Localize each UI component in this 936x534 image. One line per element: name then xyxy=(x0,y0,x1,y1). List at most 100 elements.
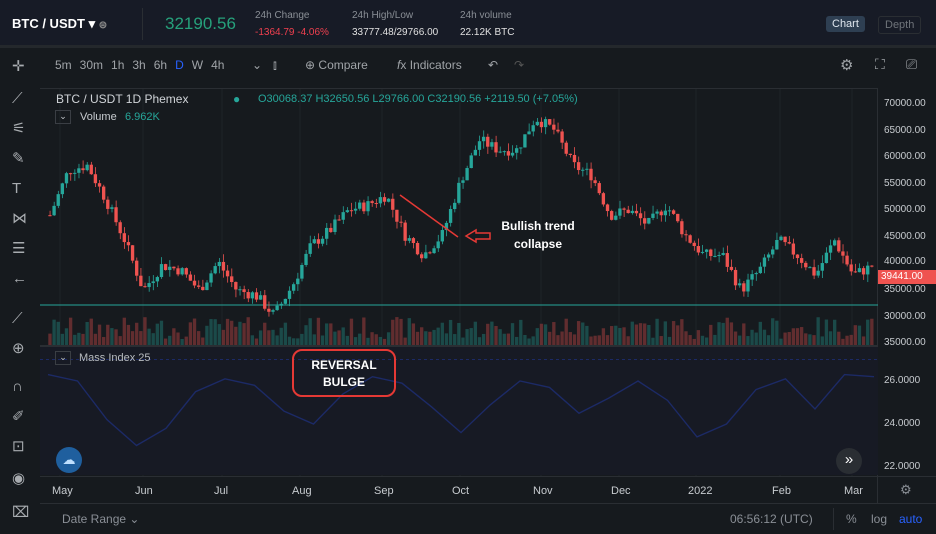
volume-bar xyxy=(448,319,453,345)
candle-body xyxy=(81,168,85,171)
volume-bar xyxy=(581,322,585,345)
volume-bar xyxy=(721,322,725,345)
auto-scale-toggle[interactable]: auto xyxy=(899,512,923,526)
volume-bar xyxy=(659,336,663,345)
interval-D[interactable]: D xyxy=(175,58,184,72)
text-tool-icon[interactable]: T xyxy=(12,180,22,197)
candle-body xyxy=(775,240,779,250)
volume-bar xyxy=(733,331,738,345)
candle-body xyxy=(704,249,709,252)
fullscreen-icon[interactable]: ⛶ xyxy=(875,56,885,72)
tab-depth[interactable]: Depth xyxy=(878,16,922,34)
scroll-to-latest-icon[interactable]: » xyxy=(836,448,862,474)
candle-body xyxy=(498,151,502,153)
indicators-button[interactable]: fx Indicators xyxy=(397,58,462,72)
candle-body xyxy=(841,251,845,256)
candle-body xyxy=(358,202,362,209)
candle-body xyxy=(531,125,535,132)
candle-body xyxy=(729,266,734,270)
volume-bar xyxy=(147,328,151,345)
candle-body xyxy=(548,119,552,125)
volume-bar xyxy=(713,334,717,345)
volume-bar xyxy=(605,335,610,345)
volume-bar xyxy=(527,338,531,345)
volume-bar xyxy=(73,334,77,345)
live-dot-icon: ● xyxy=(233,92,241,106)
prediction-icon[interactable]: ☰ xyxy=(12,240,26,257)
volume-bar xyxy=(481,333,486,345)
pattern-icon[interactable]: ⋈ xyxy=(12,210,27,227)
candle-body xyxy=(692,242,696,247)
candle-body xyxy=(601,193,606,205)
change-label: 24h Change xyxy=(255,10,310,21)
candle-body xyxy=(738,283,742,286)
cloud-logo-icon[interactable]: ☁ xyxy=(56,447,82,473)
candle-body xyxy=(230,276,234,283)
arrow-left-icon[interactable]: ← xyxy=(12,270,27,287)
zoom-in-icon[interactable]: ⊕ xyxy=(12,340,25,357)
volume-bar xyxy=(374,334,378,345)
settings-gear-icon[interactable]: ⚙ xyxy=(840,57,854,74)
lock-drawing-icon[interactable]: ✐ xyxy=(12,408,25,425)
trend-line-icon[interactable]: ⟋ xyxy=(12,90,23,107)
interval-30m[interactable]: 30m xyxy=(79,58,104,72)
interval-6h[interactable]: 6h xyxy=(153,58,168,72)
crosshair-icon[interactable]: ✛ xyxy=(12,58,25,75)
collapse-volume-button[interactable]: ⌄ xyxy=(55,110,71,124)
candle-body xyxy=(453,202,457,210)
camera-icon[interactable]: ⎚ xyxy=(906,56,918,72)
mass-pane-bg xyxy=(40,347,878,475)
interval-5m[interactable]: 5m xyxy=(55,58,72,72)
axis-settings-icon[interactable]: ⚙ xyxy=(900,482,912,497)
visibility-icon[interactable]: ◉ xyxy=(12,470,26,487)
volume-bar xyxy=(597,335,601,345)
candle-body xyxy=(490,142,494,147)
candle-body xyxy=(568,153,573,155)
chevron-down-icon[interactable]: ⌄ xyxy=(252,58,263,72)
volume-bar xyxy=(188,322,193,345)
candle-body xyxy=(395,209,399,222)
fib-tool-icon[interactable]: ⚟ xyxy=(12,120,26,137)
compare-button[interactable]: ⊕ Compare xyxy=(305,58,368,72)
candle-body xyxy=(696,246,701,253)
volume-bar xyxy=(795,328,800,345)
interval-3h[interactable]: 3h xyxy=(132,58,146,72)
volume-bar xyxy=(242,323,246,345)
favorite-icon[interactable]: ⊜ xyxy=(98,20,108,31)
volume-bar xyxy=(828,331,833,345)
price-axis-label: 70000.00 xyxy=(884,98,926,109)
candle-body xyxy=(415,242,420,255)
symbol-selector[interactable]: BTC / USDT ▾ ⊜ xyxy=(12,16,107,32)
redo-icon[interactable]: ↷ xyxy=(514,58,525,72)
volume-bar xyxy=(275,335,279,345)
date-range-button[interactable]: Date Range ⌄ xyxy=(62,512,140,526)
candle-body xyxy=(316,239,321,244)
interval-4h[interactable]: 4h xyxy=(211,58,225,72)
percent-scale-toggle[interactable]: % xyxy=(846,512,857,526)
volume-bar xyxy=(572,334,577,345)
log-scale-toggle[interactable]: log xyxy=(871,512,888,526)
candle-body xyxy=(155,277,160,282)
volume-bar xyxy=(853,325,857,345)
magnet-icon[interactable]: ∩ xyxy=(12,378,23,395)
interval-W[interactable]: W xyxy=(191,58,204,72)
volume-bar xyxy=(783,332,787,345)
tab-chart[interactable]: Chart xyxy=(826,16,865,32)
brush-icon[interactable]: ✎ xyxy=(12,150,25,167)
ruler-icon[interactable]: ⟋ xyxy=(12,310,23,327)
candle-body xyxy=(684,234,688,236)
collapse-mass-index-button[interactable]: ⌄ xyxy=(55,351,71,365)
candle-body xyxy=(184,268,188,275)
trash-icon[interactable]: ⌧ xyxy=(12,504,30,521)
candle-body xyxy=(192,280,197,286)
undo-icon[interactable]: ↶ xyxy=(488,58,499,72)
interval-1h[interactable]: 1h xyxy=(111,58,125,72)
candle-type-icon[interactable]: ⫾ xyxy=(273,58,277,72)
unlock-icon[interactable]: ⊡ xyxy=(12,438,25,455)
volume-bar xyxy=(601,328,606,345)
candle-body xyxy=(52,205,56,216)
volume-bar xyxy=(225,318,230,345)
candle-body xyxy=(349,210,354,212)
volume-value: 22.12K BTC xyxy=(460,27,515,38)
